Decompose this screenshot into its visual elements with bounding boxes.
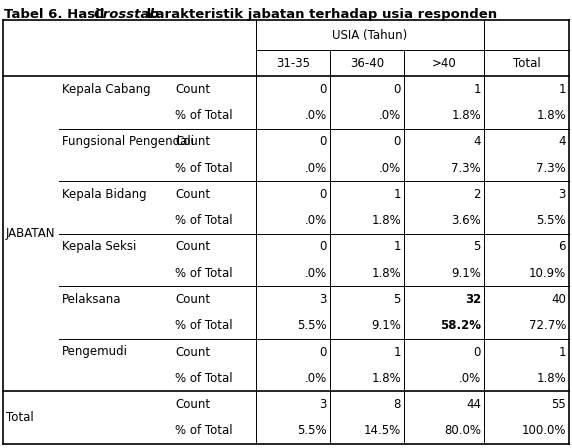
Text: Count: Count (175, 135, 210, 148)
Text: JABATAN: JABATAN (6, 227, 55, 240)
Text: 1.8%: 1.8% (537, 372, 566, 385)
Text: .0%: .0% (305, 372, 327, 385)
Text: >40: >40 (432, 56, 456, 69)
Text: % of Total: % of Total (175, 424, 233, 437)
Text: % of Total: % of Total (175, 109, 233, 122)
Text: Count: Count (175, 241, 210, 254)
Text: 6: 6 (558, 241, 566, 254)
Text: 5: 5 (394, 293, 401, 306)
Text: karakteristik jabatan terhadap usia responden: karakteristik jabatan terhadap usia resp… (142, 8, 497, 21)
Text: 55: 55 (551, 398, 566, 411)
Text: 1: 1 (394, 241, 401, 254)
Text: Kepala Seksi: Kepala Seksi (62, 241, 136, 254)
Text: 5.5%: 5.5% (297, 319, 327, 332)
Text: .0%: .0% (305, 214, 327, 227)
Text: 0: 0 (320, 82, 327, 95)
Text: 1.8%: 1.8% (371, 214, 401, 227)
Text: Pengemudi: Pengemudi (62, 345, 128, 358)
Text: 31-35: 31-35 (276, 56, 310, 69)
Text: Count: Count (175, 293, 210, 306)
Text: % of Total: % of Total (175, 372, 233, 385)
Text: 4: 4 (474, 135, 481, 148)
Text: % of Total: % of Total (175, 161, 233, 175)
Text: 3.6%: 3.6% (451, 214, 481, 227)
Text: .0%: .0% (305, 161, 327, 175)
Text: 2: 2 (474, 188, 481, 201)
Text: 1: 1 (474, 82, 481, 95)
Text: 1: 1 (394, 345, 401, 358)
Text: .0%: .0% (379, 161, 401, 175)
Text: 0: 0 (474, 345, 481, 358)
Text: Total: Total (6, 411, 34, 424)
Text: 80.0%: 80.0% (444, 424, 481, 437)
Text: 10.9%: 10.9% (529, 267, 566, 280)
Text: 1.8%: 1.8% (537, 109, 566, 122)
Text: 1.8%: 1.8% (371, 267, 401, 280)
Text: 14.5%: 14.5% (364, 424, 401, 437)
Text: 3: 3 (559, 188, 566, 201)
Text: 5.5%: 5.5% (297, 424, 327, 437)
Text: 9.1%: 9.1% (371, 319, 401, 332)
Text: .0%: .0% (379, 109, 401, 122)
Text: Pelaksana: Pelaksana (62, 293, 121, 306)
Text: 44: 44 (466, 398, 481, 411)
Text: 1: 1 (558, 345, 566, 358)
Text: 7.3%: 7.3% (451, 161, 481, 175)
Text: 1.8%: 1.8% (451, 109, 481, 122)
Text: Count: Count (175, 345, 210, 358)
Text: Count: Count (175, 188, 210, 201)
Text: 3: 3 (320, 293, 327, 306)
Text: % of Total: % of Total (175, 214, 233, 227)
Text: Count: Count (175, 82, 210, 95)
Text: 0: 0 (320, 345, 327, 358)
Text: 0: 0 (320, 241, 327, 254)
Text: .0%: .0% (305, 267, 327, 280)
Text: Kepala Cabang: Kepala Cabang (62, 82, 150, 95)
Text: 100.0%: 100.0% (522, 424, 566, 437)
Text: 32: 32 (464, 293, 481, 306)
Text: 36-40: 36-40 (350, 56, 384, 69)
Text: 7.3%: 7.3% (537, 161, 566, 175)
Text: 5: 5 (474, 241, 481, 254)
Text: Fungsional Pengendali: Fungsional Pengendali (62, 135, 194, 148)
Text: 0: 0 (394, 82, 401, 95)
Text: 8: 8 (394, 398, 401, 411)
Text: .0%: .0% (459, 372, 481, 385)
Text: Kepala Bidang: Kepala Bidang (62, 188, 146, 201)
Text: Count: Count (175, 398, 210, 411)
Text: 1: 1 (394, 188, 401, 201)
Text: 1.8%: 1.8% (371, 372, 401, 385)
Text: 0: 0 (320, 135, 327, 148)
Text: Total: Total (513, 56, 541, 69)
Text: % of Total: % of Total (175, 319, 233, 332)
Text: % of Total: % of Total (175, 267, 233, 280)
Text: 0: 0 (320, 188, 327, 201)
Text: .0%: .0% (305, 109, 327, 122)
Text: 5.5%: 5.5% (537, 214, 566, 227)
Text: 3: 3 (320, 398, 327, 411)
Text: 72.7%: 72.7% (529, 319, 566, 332)
Text: Crosstab: Crosstab (94, 8, 160, 21)
Text: 4: 4 (558, 135, 566, 148)
Text: 1: 1 (558, 82, 566, 95)
Text: 40: 40 (551, 293, 566, 306)
Text: 0: 0 (394, 135, 401, 148)
Text: USIA (Tahun): USIA (Tahun) (332, 29, 408, 42)
Text: 9.1%: 9.1% (451, 267, 481, 280)
Text: Tabel 6. Hasil: Tabel 6. Hasil (4, 8, 109, 21)
Text: 58.2%: 58.2% (440, 319, 481, 332)
